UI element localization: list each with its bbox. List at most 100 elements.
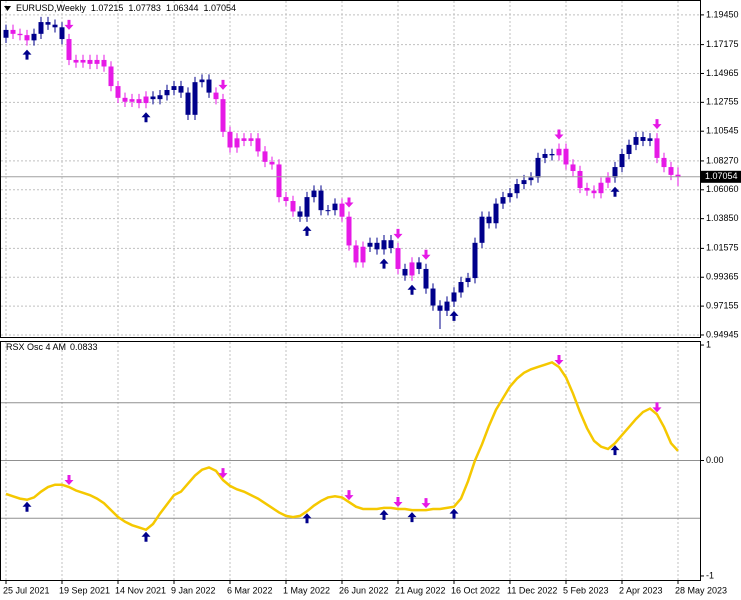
menu-triangle: [4, 6, 11, 11]
candle-body: [584, 187, 590, 191]
candle-body: [164, 89, 170, 96]
current-price-box: [701, 170, 741, 183]
y-tick-label: 0.00: [706, 455, 724, 465]
candle-body: [87, 59, 93, 64]
candle-body: [430, 288, 436, 306]
sell-arrow: [652, 402, 662, 413]
buy-arrow: [610, 186, 620, 197]
candle-body: [437, 305, 443, 311]
candle-body: [262, 151, 268, 162]
candle-body: [52, 24, 58, 28]
candle-body: [157, 95, 163, 100]
y-tick-label: 1: [706, 339, 711, 349]
candle-body: [332, 203, 338, 211]
osc-last-value: 0.0833: [70, 342, 98, 352]
buy-arrow: [141, 531, 151, 542]
candle-body: [367, 242, 373, 247]
candle-body: [654, 138, 660, 158]
candle-body: [472, 242, 478, 279]
x-tick-label: 25 Jul 2021: [3, 585, 50, 595]
candle-body: [192, 82, 198, 115]
x-tick-label: 6 Mar 2022: [227, 585, 273, 595]
candle-body: [661, 157, 667, 168]
candle-body: [227, 131, 233, 148]
sell-arrow: [554, 129, 564, 140]
candle-body: [318, 190, 324, 211]
header-close: 1.07054: [204, 3, 237, 13]
header-high: 1.07783: [128, 3, 161, 13]
candle-body: [556, 148, 562, 156]
candle-body: [150, 96, 156, 100]
x-tick-label: 16 Oct 2022: [451, 585, 500, 595]
osc-title: RSX Osc 4 AM: [6, 342, 66, 352]
candle-body: [276, 164, 282, 198]
candle-body: [374, 242, 380, 250]
candle-body: [640, 137, 646, 141]
candle-body: [507, 193, 513, 198]
osc-header: RSX Osc 4 AM 0.0833: [6, 342, 98, 352]
sell-arrow: [218, 468, 228, 479]
candle-body: [206, 79, 212, 93]
candle-body: [675, 174, 681, 177]
x-tick-label: 28 May 2023: [675, 585, 727, 595]
candle-body: [402, 268, 408, 276]
candle-body: [241, 138, 247, 141]
x-tick-label: 2 Apr 2023: [619, 585, 663, 595]
candle-body: [360, 246, 366, 263]
sell-arrow: [64, 475, 74, 486]
candle-body: [514, 184, 520, 194]
candle-body: [458, 282, 464, 293]
buy-arrow: [22, 501, 32, 512]
candle-body: [255, 138, 261, 152]
candle-body: [479, 216, 485, 243]
x-tick-label: 11 Dec 2022: [507, 585, 557, 595]
candle-body: [612, 167, 618, 178]
sell-arrow: [344, 490, 354, 501]
sell-arrow: [421, 249, 431, 260]
candle-body: [668, 167, 674, 175]
buy-arrow: [379, 509, 389, 520]
candle-body: [101, 59, 107, 67]
candle-body: [423, 268, 429, 289]
candle-body: [185, 92, 191, 115]
candle-body: [10, 29, 16, 34]
candle-body: [213, 92, 219, 100]
candle-body: [325, 210, 331, 212]
sell-arrow: [554, 354, 564, 365]
y-tick-label: 1.12755: [706, 97, 739, 107]
candle-body: [136, 99, 142, 104]
candle-body: [542, 154, 548, 158]
y-tick-label: 1.01575: [706, 243, 739, 253]
y-tick-label: 1.03850: [706, 213, 739, 223]
x-tick-label: 9 Jan 2022: [171, 585, 216, 595]
buy-arrow: [302, 225, 312, 236]
candle-body: [66, 39, 72, 60]
buy-arrow: [449, 508, 459, 519]
sell-arrow: [64, 19, 74, 30]
candle-body: [500, 197, 506, 204]
candle-body: [395, 248, 401, 269]
y-tick-label: -1: [706, 570, 714, 580]
candle-body: [122, 97, 128, 102]
y-tick-label: 0.97155: [706, 300, 739, 310]
chart-title: EURUSD,Weekly: [16, 3, 86, 13]
candle-body: [591, 190, 597, 194]
y-tick-label: 0.94945: [706, 329, 739, 339]
candle-body: [31, 33, 37, 41]
y-tick-label: 1.10545: [706, 126, 739, 136]
buy-arrow: [449, 310, 459, 321]
sell-arrow: [344, 197, 354, 208]
candle-body: [353, 245, 359, 263]
osc-line: [5, 360, 679, 532]
x-tick-label: 1 May 2022: [283, 585, 330, 595]
candle-body: [416, 262, 422, 269]
candle-body: [248, 138, 254, 141]
candle-body: [549, 154, 555, 156]
candle-body: [339, 203, 345, 217]
buy-arrow: [302, 513, 312, 524]
candle-body: [486, 216, 492, 224]
candle-body: [304, 197, 310, 217]
candle-body: [346, 216, 352, 246]
x-tick-label: 26 Jun 2022: [339, 585, 389, 595]
buy-arrow: [407, 512, 417, 523]
